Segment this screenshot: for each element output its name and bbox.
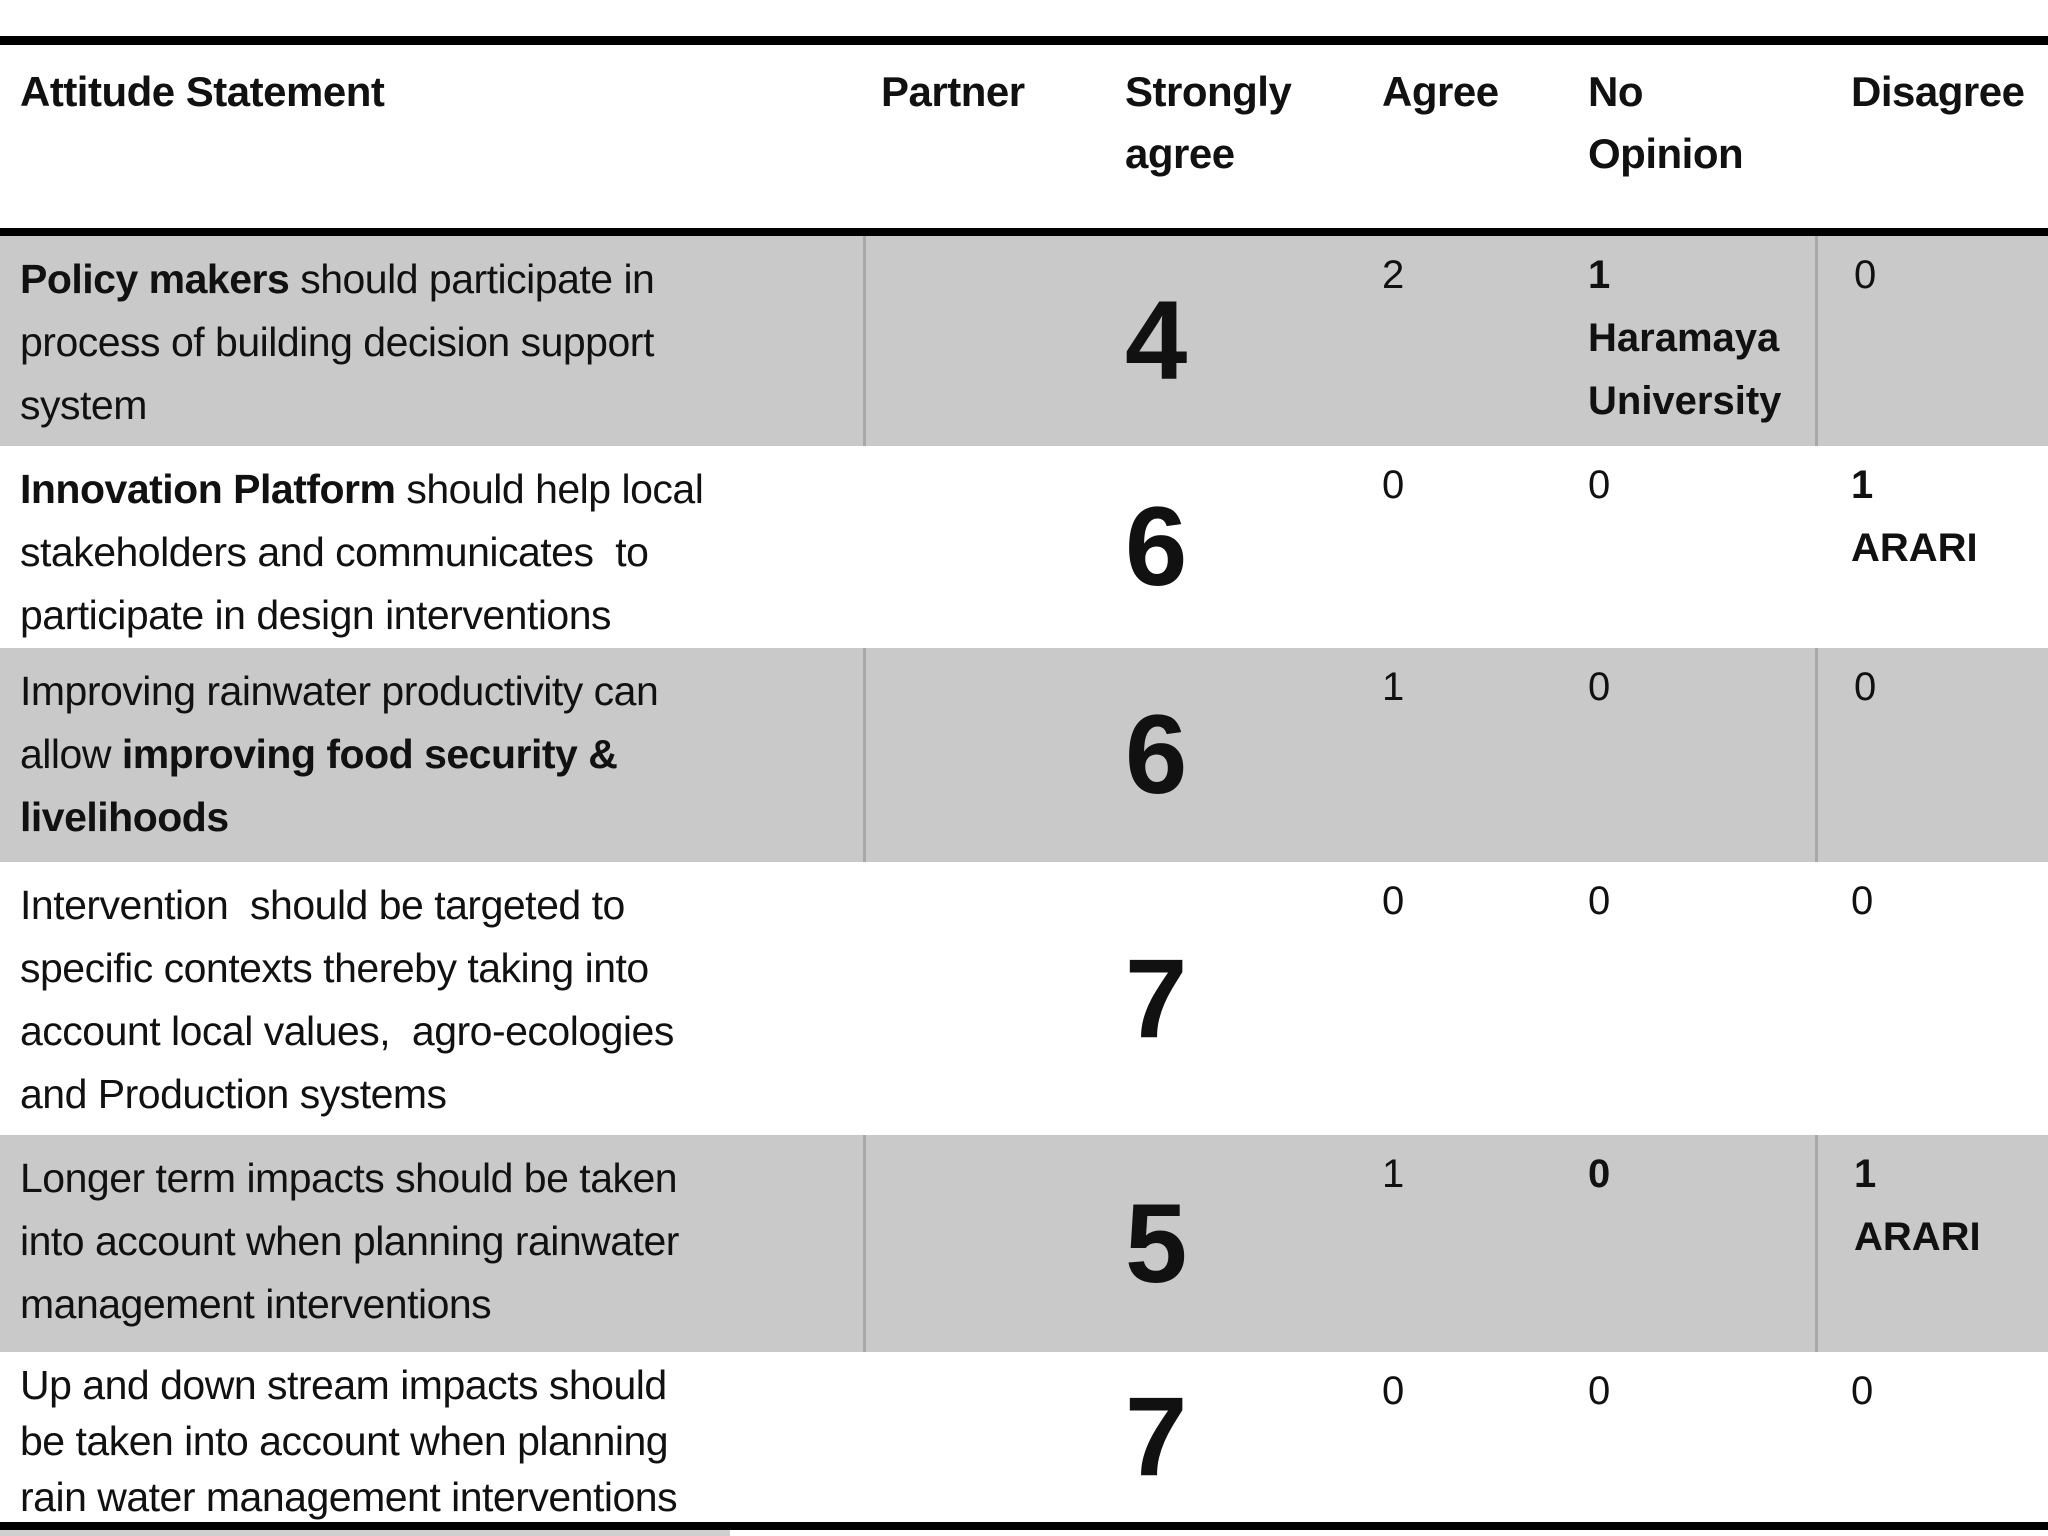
statement-cell: Improving rainwater productivity can allo… <box>20 668 659 840</box>
partner-cell <box>863 236 1115 446</box>
table-body: Policy makers should participate in proce… <box>0 236 2048 1522</box>
disagree-cell: 1 ARARI <box>1851 463 1978 570</box>
strongly-agree-count: 6 <box>1125 692 1187 817</box>
strongly-agree-cell: 5 <box>1115 1135 1378 1352</box>
strongly-agree-count: 7 <box>1125 1374 1187 1499</box>
table-row: Innovation Platform should help local sta… <box>0 446 2048 648</box>
table-bottom-border <box>0 1522 2048 1530</box>
no-opinion-cell: 1 Haramaya University <box>1588 253 1782 423</box>
partner-cell <box>863 648 1115 862</box>
column-header-no-opinion: No Opinion <box>1588 68 1744 177</box>
header-row: Attitude Statement Partner Strongly agree Ag… <box>0 45 2048 228</box>
agree-cell: 2 <box>1382 253 1405 297</box>
strongly-agree-cell: 4 <box>1115 236 1378 446</box>
strongly-agree-count: 4 <box>1125 278 1187 403</box>
statement-cell: Intervention should be targeted to specif… <box>20 882 674 1117</box>
statement-cell: Policy makers should participate in proce… <box>20 256 655 428</box>
disagree-cell: 0 <box>1851 879 1874 923</box>
column-header-strongly-agree: Strongly agree <box>1125 68 1292 177</box>
agree-cell: 1 <box>1382 665 1405 709</box>
agree-cell: 1 <box>1382 1152 1405 1196</box>
strongly-agree-cell: 6 <box>1115 648 1378 862</box>
partner-cell <box>863 1135 1115 1352</box>
table-row: Policy makers should participate in proce… <box>0 236 2048 446</box>
column-header-attitude-statement: Attitude Statement <box>20 68 385 115</box>
column-header-agree: Agree <box>1382 68 1499 115</box>
table-row: Up and down stream impacts should be take… <box>0 1352 2048 1522</box>
table-top-border <box>0 36 2048 45</box>
disagree-cell: 0 <box>1815 648 2048 862</box>
disagree-cell: 1 ARARI <box>1815 1135 2048 1352</box>
strongly-agree-cell: 7 <box>1115 862 1378 1135</box>
header-divider <box>0 228 2048 236</box>
statement-cell: Up and down stream impacts should be take… <box>20 1362 678 1520</box>
column-header-disagree: Disagree <box>1851 68 2025 115</box>
strongly-agree-count: 7 <box>1125 935 1187 1061</box>
statement-cell: Longer term impacts should be taken into … <box>20 1155 679 1327</box>
disagree-cell: 0 <box>1815 236 2048 446</box>
strongly-agree-count: 6 <box>1125 484 1187 609</box>
no-opinion-cell: 0 <box>1588 463 1611 507</box>
agree-cell: 0 <box>1382 1369 1405 1413</box>
partner-cell <box>863 446 1115 648</box>
no-opinion-cell: 0 <box>1588 665 1611 709</box>
strongly-agree-count: 5 <box>1125 1180 1187 1306</box>
cropped-next-row <box>0 1530 730 1536</box>
table-row: Longer term impacts should be taken into … <box>0 1135 2048 1352</box>
partner-cell <box>863 862 1115 1135</box>
no-opinion-cell: 0 <box>1588 1369 1611 1413</box>
no-opinion-cell: 0 <box>1588 879 1611 923</box>
table-row: Intervention should be targeted to specif… <box>0 862 2048 1135</box>
statement-cell: Innovation Platform should help local sta… <box>20 466 704 638</box>
column-header-partner: Partner <box>881 68 1025 115</box>
strongly-agree-cell: 6 <box>1115 446 1378 648</box>
no-opinion-cell: 0 <box>1588 1152 1611 1196</box>
agree-cell: 0 <box>1382 463 1405 507</box>
table-row: Improving rainwater productivity can allo… <box>0 648 2048 862</box>
partner-cell <box>863 1352 1115 1522</box>
strongly-agree-cell: 7 <box>1115 1352 1378 1522</box>
disagree-cell: 0 <box>1851 1369 1874 1413</box>
agree-cell: 0 <box>1382 879 1405 923</box>
